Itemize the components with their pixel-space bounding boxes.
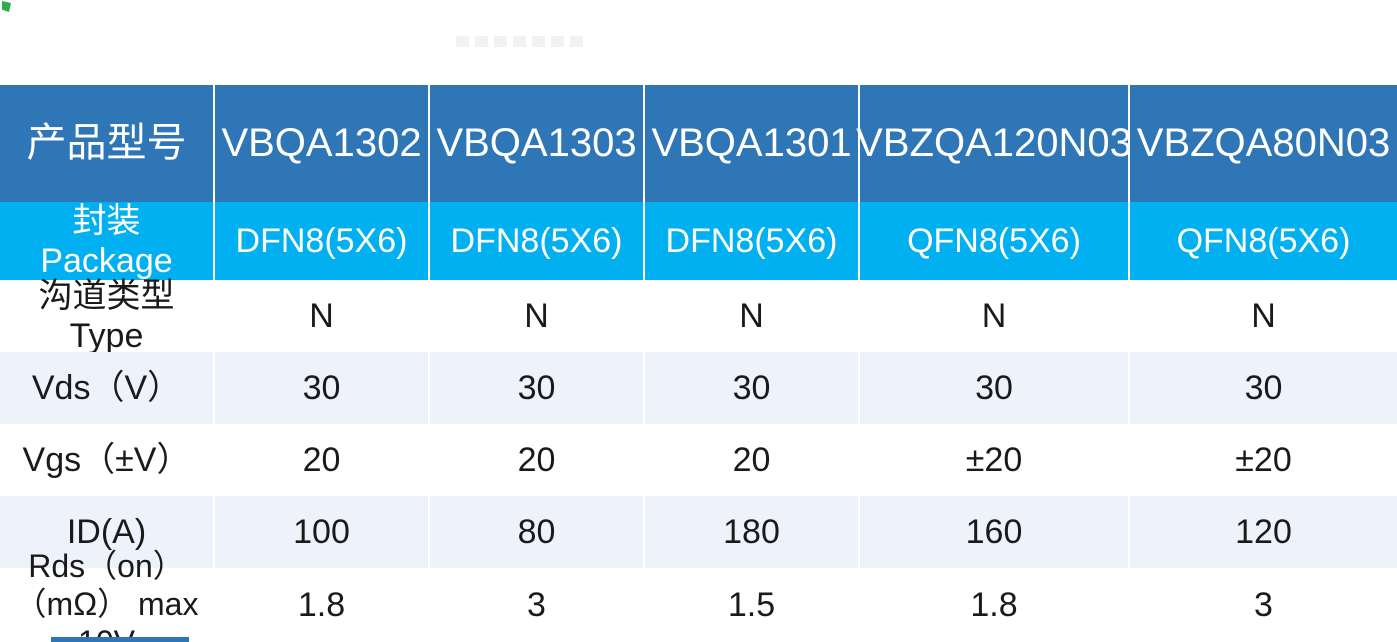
package-value: QFN8(5X6) <box>1130 202 1397 280</box>
vds-value: 30 <box>645 352 860 424</box>
header-row-label: 产品型号 <box>0 85 215 202</box>
header-model-vbzqa120n03: VBZQA120N03 <box>856 85 1132 202</box>
header-model-vbzqa80n03: VBZQA80N03 <box>1130 85 1397 202</box>
header-model-vbqa1303: VBQA1303 <box>430 85 645 202</box>
vgs-value: ±20 <box>1130 424 1397 496</box>
id-value: 100 <box>215 496 430 568</box>
row-label-vgs: Vgs（±V） <box>0 424 215 496</box>
vgs-value: 20 <box>645 424 860 496</box>
id-value: 80 <box>430 496 645 568</box>
id-value: 120 <box>1130 496 1397 568</box>
corner-green-mark-icon <box>2 1 11 12</box>
id-value: 160 <box>860 496 1130 568</box>
package-value: DFN8(5X6) <box>215 202 430 280</box>
channel-type-value: N <box>1130 280 1397 352</box>
package-value: DFN8(5X6) <box>430 202 645 280</box>
rds-value: 3 <box>430 568 645 642</box>
vgs-value: 20 <box>430 424 645 496</box>
channel-type-value: N <box>215 280 430 352</box>
package-value: QFN8(5X6) <box>860 202 1130 280</box>
vds-value: 30 <box>215 352 430 424</box>
vgs-value: ±20 <box>860 424 1130 496</box>
row-label-channel-type: 沟道类型Type <box>0 277 215 355</box>
channel-type-value: N <box>645 280 860 352</box>
faint-watermark <box>456 36 588 47</box>
rds-value: 1.5 <box>645 568 860 642</box>
vds-value: 30 <box>1130 352 1397 424</box>
rds-value: 3 <box>1130 568 1397 642</box>
rds-value: 1.8 <box>215 568 430 642</box>
bottom-edge-strip <box>51 637 189 642</box>
channel-type-value: N <box>860 280 1130 352</box>
row-label-package: 封装Package <box>0 202 215 280</box>
row-label-id: ID(A) <box>0 496 215 568</box>
rds-value: 1.8 <box>860 568 1130 642</box>
vds-value: 30 <box>860 352 1130 424</box>
row-label-rds-on: Rds（on） （mΩ） max 10V <box>0 548 215 642</box>
id-value: 180 <box>645 496 860 568</box>
row-label-vds: Vds（V） <box>0 352 215 424</box>
header-model-vbqa1302: VBQA1302 <box>215 85 430 202</box>
channel-type-value: N <box>430 280 645 352</box>
product-spec-table: 产品型号 VBQA1302 VBQA1303 VBQA1301 VBZQA120… <box>0 85 1397 642</box>
vgs-value: 20 <box>215 424 430 496</box>
vds-value: 30 <box>430 352 645 424</box>
package-value: DFN8(5X6) <box>645 202 860 280</box>
header-model-vbqa1301: VBQA1301 <box>645 85 860 202</box>
